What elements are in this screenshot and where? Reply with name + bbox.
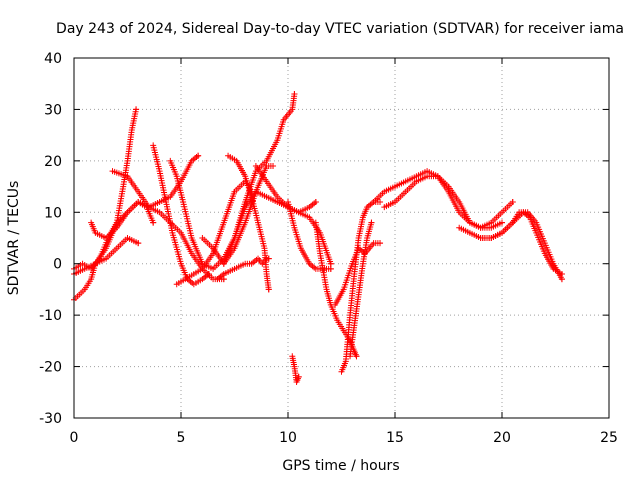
data-point [265,255,272,262]
x-tick-label: 20 [493,430,511,446]
data-point [509,199,516,205]
data-point [327,265,334,272]
data-point [353,353,360,360]
y-tick-label: 30 [44,102,62,118]
data-point [377,199,384,205]
data-point [327,260,334,267]
series-arc-16 [312,219,360,360]
y-tick-label: 20 [44,154,62,170]
axis-ticks: 0 5 10 15 20 25 -30 -20 -10 0 10 20 30 40 [39,51,618,446]
data-point [135,240,142,247]
data-series [71,91,565,385]
data-point [150,219,157,226]
y-tick-label: -20 [39,360,62,376]
series-arc-19 [347,219,375,360]
data-point [558,276,565,283]
data-point [270,163,277,169]
plot-frame [73,57,610,419]
y-tick-label: 10 [44,205,62,221]
series-arc-15 [285,199,334,272]
data-point [291,91,298,97]
series-arc-21 [381,173,516,231]
data-point [220,276,227,283]
series-arc-14 [289,353,302,385]
y-tick-label: 0 [53,257,62,273]
x-tick-label: 0 [70,430,79,446]
y-tick-label: 40 [44,51,62,67]
data-point [133,106,140,113]
series-arc-22 [456,209,565,277]
data-point [195,152,202,159]
grid [74,58,609,418]
x-tick-label: 5 [177,430,186,446]
series-arc-4 [88,152,202,241]
y-axis-label: SDTVAR / TECUs [6,181,22,296]
x-tick-label: 10 [279,430,297,446]
data-point [295,373,302,380]
data-point [205,271,212,277]
series-arc-6 [150,142,212,288]
data-point [499,219,505,226]
series-arc-12 [220,91,298,267]
data-point [377,240,384,247]
data-point [368,219,375,226]
series-arc-10 [214,255,272,283]
x-axis-label: GPS time / hours [282,458,399,474]
series-arc-23 [477,209,565,283]
data-point [265,286,272,293]
x-tick-label: 15 [386,430,404,446]
chart-title: Day 243 of 2024, Sidereal Day-to-day VTE… [56,21,624,37]
data-point [312,199,319,205]
x-tick-label: 25 [600,430,618,446]
y-tick-label: -10 [39,308,62,324]
y-tick-label: -30 [39,411,62,427]
